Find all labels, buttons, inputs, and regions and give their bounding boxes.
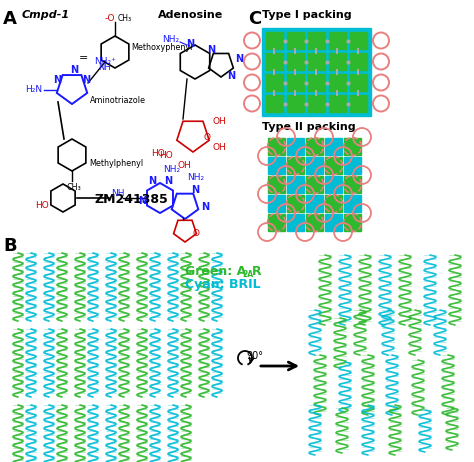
Bar xyxy=(262,28,371,116)
Text: NH₂: NH₂ xyxy=(163,165,180,175)
Text: OH: OH xyxy=(213,142,227,152)
Text: Adenosine: Adenosine xyxy=(158,10,223,20)
Bar xyxy=(350,32,367,49)
Bar xyxy=(350,95,367,112)
Text: HO: HO xyxy=(159,151,173,159)
Bar xyxy=(268,138,285,155)
Text: Type II packing: Type II packing xyxy=(262,122,356,132)
Bar xyxy=(306,157,323,174)
Bar xyxy=(350,74,367,91)
Bar xyxy=(329,32,346,49)
Bar xyxy=(308,53,325,70)
Bar xyxy=(325,157,342,174)
Text: -O: -O xyxy=(105,14,116,23)
Bar xyxy=(344,195,361,212)
Text: A: A xyxy=(3,10,17,28)
Text: HO: HO xyxy=(35,201,49,211)
Bar xyxy=(325,214,342,231)
Text: N: N xyxy=(138,196,146,206)
Text: NH₂: NH₂ xyxy=(162,36,179,44)
Text: NH: NH xyxy=(98,63,111,73)
Text: O: O xyxy=(203,133,210,141)
Text: 2A: 2A xyxy=(242,270,253,279)
Text: N: N xyxy=(186,39,194,49)
Bar xyxy=(266,95,283,112)
Text: ZM241385: ZM241385 xyxy=(95,193,169,206)
Text: Methoxyphenyl: Methoxyphenyl xyxy=(131,43,192,51)
Bar xyxy=(344,214,361,231)
Text: C: C xyxy=(248,10,261,28)
Text: N: N xyxy=(53,75,61,85)
Bar xyxy=(325,195,342,212)
Bar xyxy=(266,53,283,70)
Bar xyxy=(287,53,304,70)
Text: N: N xyxy=(235,54,243,64)
Text: N: N xyxy=(70,65,78,75)
Text: N: N xyxy=(82,75,90,85)
Text: CH₃: CH₃ xyxy=(118,14,132,23)
Bar xyxy=(287,176,304,193)
Text: N: N xyxy=(164,176,172,186)
Bar xyxy=(344,138,361,155)
Bar xyxy=(308,95,325,112)
Bar xyxy=(287,95,304,112)
Bar xyxy=(325,138,342,155)
Text: Cyan: BRIL: Cyan: BRIL xyxy=(185,278,261,291)
Bar xyxy=(344,176,361,193)
Text: N: N xyxy=(207,45,215,55)
Text: NH₂⁺: NH₂⁺ xyxy=(94,57,116,67)
Bar xyxy=(268,195,285,212)
Text: Type I packing: Type I packing xyxy=(262,10,352,20)
Bar xyxy=(266,74,283,91)
Text: =: = xyxy=(79,53,89,63)
Bar xyxy=(308,74,325,91)
Text: OH: OH xyxy=(178,160,192,170)
Bar xyxy=(287,214,304,231)
Bar xyxy=(268,176,285,193)
Text: 90°: 90° xyxy=(246,351,263,361)
Bar xyxy=(344,157,361,174)
Text: N: N xyxy=(201,202,209,212)
Text: Methylphenyl: Methylphenyl xyxy=(89,158,143,168)
Text: OH: OH xyxy=(213,116,227,126)
Bar xyxy=(268,157,285,174)
Bar xyxy=(306,195,323,212)
Bar xyxy=(287,157,304,174)
Text: Green: A: Green: A xyxy=(185,265,246,278)
Text: Aminotriazole: Aminotriazole xyxy=(90,96,146,105)
Bar xyxy=(287,138,304,155)
Bar xyxy=(350,53,367,70)
Text: CH₃: CH₃ xyxy=(67,183,82,192)
Text: Cmpd-1: Cmpd-1 xyxy=(22,10,70,20)
Text: R: R xyxy=(252,265,262,278)
Bar xyxy=(325,176,342,193)
Bar xyxy=(329,74,346,91)
Bar xyxy=(266,32,283,49)
Text: HO: HO xyxy=(151,148,165,158)
Text: B: B xyxy=(3,237,17,255)
Text: H₂N: H₂N xyxy=(25,85,42,95)
Bar xyxy=(287,74,304,91)
Bar xyxy=(329,53,346,70)
Bar xyxy=(306,138,323,155)
Bar xyxy=(268,214,285,231)
Bar xyxy=(308,32,325,49)
Text: NH₂: NH₂ xyxy=(187,172,204,182)
Bar xyxy=(329,95,346,112)
Bar xyxy=(287,32,304,49)
Text: N: N xyxy=(191,185,199,195)
Bar xyxy=(306,176,323,193)
Text: N: N xyxy=(227,71,235,81)
Text: N: N xyxy=(148,176,156,186)
Bar xyxy=(306,214,323,231)
Bar xyxy=(287,195,304,212)
Text: O: O xyxy=(193,229,200,237)
Text: NH: NH xyxy=(111,188,125,197)
